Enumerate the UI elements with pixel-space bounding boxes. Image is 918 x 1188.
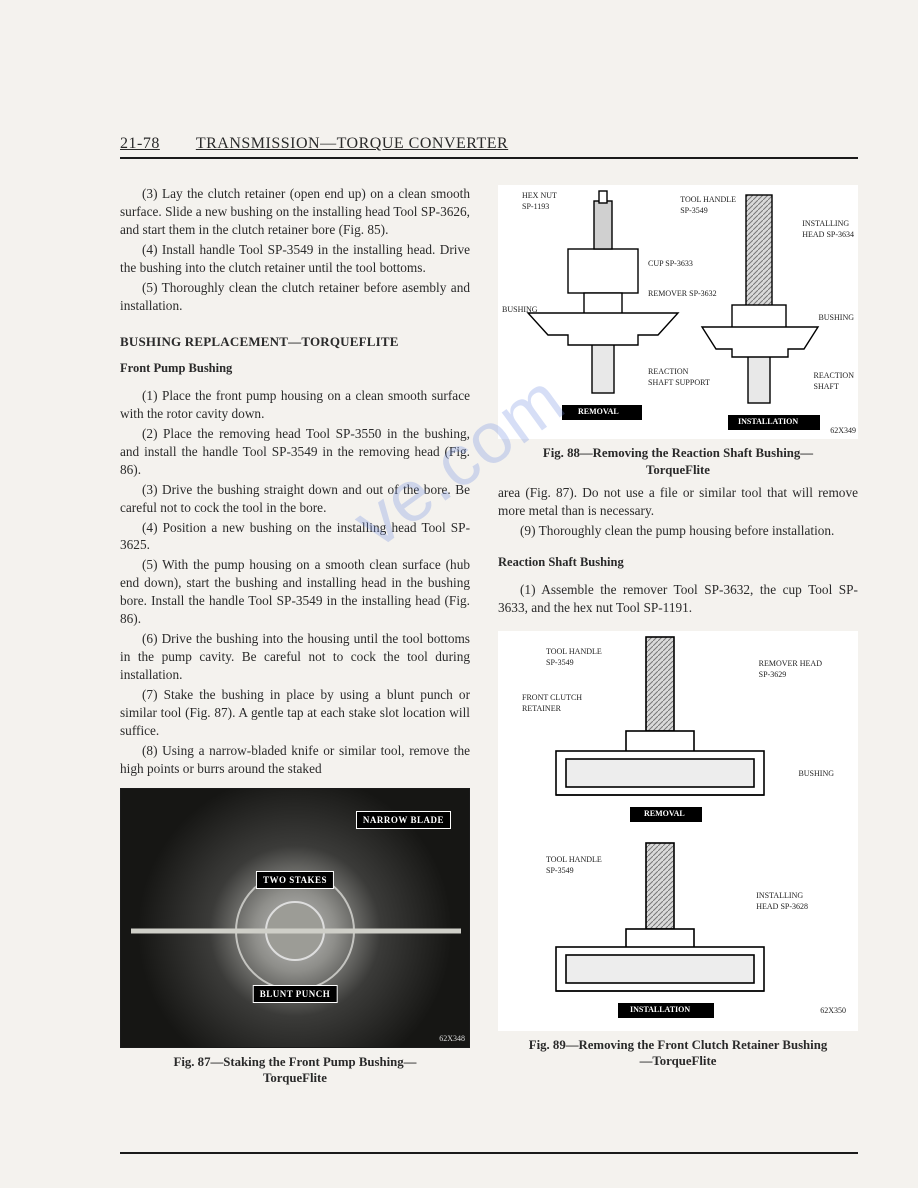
- figure-label: REMOVER HEAD SP-3629: [759, 659, 822, 681]
- body-text: area (Fig. 87). Do not use a file or sim…: [498, 484, 858, 520]
- figure-caption: Fig. 89—Removing the Front Clutch Retain…: [498, 1037, 858, 1070]
- two-column-layout: (3) Lay the clutch retainer (open end up…: [120, 185, 858, 1093]
- subsection-heading: Reaction Shaft Bushing: [498, 554, 858, 571]
- figure-label: REACTION SHAFT: [814, 371, 854, 393]
- figure-label: INSTALLATION: [630, 1005, 690, 1016]
- figure-label: NARROW BLADE: [356, 811, 451, 829]
- figure-caption: Fig. 88—Removing the Reaction Shaft Bush…: [498, 445, 858, 478]
- figure-label: HEX NUT SP-1193: [522, 191, 557, 213]
- figure-label: INSTALLING HEAD SP-3634: [802, 219, 854, 241]
- figure-label: FRONT CLUTCH RETAINER: [522, 693, 582, 715]
- figure-label: INSTALLATION: [738, 417, 798, 428]
- figure-89-svg: [498, 631, 858, 1031]
- body-text: (8) Using a narrow-bladed knife or simil…: [120, 742, 470, 778]
- page-header: 21-78 TRANSMISSION—TORQUE CONVERTER: [120, 135, 858, 156]
- body-text: (4) Install handle Tool SP-3549 in the i…: [120, 241, 470, 277]
- figure-label: INSTALLING HEAD SP-3628: [756, 891, 808, 913]
- figure-label: TOOL HANDLE SP-3549: [680, 195, 736, 217]
- body-text: (9) Thoroughly clean the pump housing be…: [498, 522, 858, 540]
- body-text: (1) Place the front pump housing on a cl…: [120, 387, 470, 423]
- body-text: (5) Thoroughly clean the clutch retainer…: [120, 279, 470, 315]
- figure-label: REACTION SHAFT SUPPORT: [648, 367, 710, 389]
- header-rule: [120, 157, 858, 159]
- figure-label: TOOL HANDLE SP-3549: [546, 647, 602, 669]
- subsection-heading: Front Pump Bushing: [120, 360, 470, 377]
- right-column: HEX NUT SP-1193 CUP SP-3633 REMOVER SP-3…: [498, 185, 858, 1093]
- figure-code: 62X349: [830, 426, 856, 437]
- page-title: TRANSMISSION—TORQUE CONVERTER: [196, 135, 508, 153]
- body-text: (3) Lay the clutch retainer (open end up…: [120, 185, 470, 239]
- figure-code: 62X348: [439, 1034, 465, 1045]
- figure-label: BUSHING: [798, 769, 834, 780]
- figure-88: HEX NUT SP-1193 CUP SP-3633 REMOVER SP-3…: [498, 185, 858, 439]
- body-text: (3) Drive the bushing straight down and …: [120, 481, 470, 517]
- figure-87: NARROW BLADE TWO STAKES BLUNT PUNCH 62X3…: [120, 788, 470, 1048]
- body-text: (7) Stake the bushing in place by using …: [120, 686, 470, 740]
- body-text: (5) With the pump housing on a smooth cl…: [120, 556, 470, 628]
- body-text: (4) Position a new bushing on the instal…: [120, 519, 470, 555]
- figure-code: 62X350: [820, 1006, 846, 1017]
- left-column: (3) Lay the clutch retainer (open end up…: [120, 185, 470, 1093]
- figure-label: REMOVAL: [644, 809, 685, 820]
- body-text: (6) Drive the bushing into the housing u…: [120, 630, 470, 684]
- figure-label: TOOL HANDLE SP-3549: [546, 855, 602, 877]
- figure-label: BUSHING: [502, 305, 538, 316]
- body-text: (2) Place the removing head Tool SP-3550…: [120, 425, 470, 479]
- section-heading: BUSHING REPLACEMENT—TORQUEFLITE: [120, 333, 470, 351]
- footer-rule: [120, 1152, 858, 1154]
- figure-label: TWO STAKES: [256, 871, 334, 889]
- figure-caption: Fig. 87—Staking the Front Pump Bushing— …: [120, 1054, 470, 1087]
- figure-label: BLUNT PUNCH: [253, 985, 338, 1003]
- figure-label: CUP SP-3633: [648, 259, 693, 270]
- figure-89: TOOL HANDLE SP-3549 REMOVER HEAD SP-3629…: [498, 631, 858, 1031]
- body-text: (1) Assemble the remover Tool SP-3632, t…: [498, 581, 858, 617]
- figure-label: BUSHING: [818, 313, 854, 324]
- page: 21-78 TRANSMISSION—TORQUE CONVERTER (3) …: [0, 0, 918, 1133]
- page-number: 21-78: [120, 135, 160, 153]
- figure-label: REMOVAL: [578, 407, 619, 418]
- figure-label: REMOVER SP-3632: [648, 289, 717, 300]
